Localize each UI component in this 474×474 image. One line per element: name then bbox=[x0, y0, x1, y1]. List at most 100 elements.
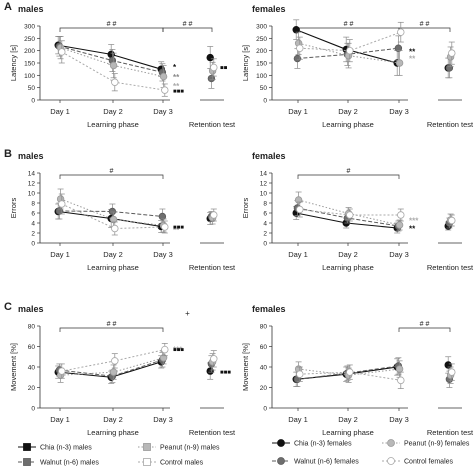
data-point-peanut bbox=[109, 215, 118, 224]
legend-label: Walnut (n-6) males bbox=[40, 460, 99, 467]
x-axis-label: Learning phase bbox=[322, 428, 374, 437]
y-tick-label: 250 bbox=[24, 36, 35, 43]
retention-point-control bbox=[448, 216, 456, 225]
series-line-control bbox=[299, 209, 401, 216]
data-point-control bbox=[346, 368, 354, 376]
x-tick-label-retention: Retention test bbox=[189, 120, 236, 129]
data-point-walnut bbox=[394, 44, 403, 52]
x-axis-label: Learning phase bbox=[322, 120, 374, 129]
marker-squares: ■■■ bbox=[173, 225, 184, 231]
y-tick-label: 0 bbox=[31, 241, 35, 248]
legend-label: Control males bbox=[160, 460, 204, 467]
x-tick-label: Day 2 bbox=[103, 107, 123, 116]
legend: Chia (n-3) males Peanut (n-9) males Walnut… bbox=[18, 439, 470, 467]
retention-point-control bbox=[210, 355, 218, 363]
y-tick-label: 40 bbox=[28, 365, 36, 372]
legend-marker-peanut bbox=[143, 443, 151, 451]
panel-letter: B bbox=[4, 148, 12, 160]
y-tick-label: 50 bbox=[260, 85, 268, 92]
marker-squares: ■■■ bbox=[173, 89, 184, 95]
data-point-chia bbox=[292, 26, 300, 34]
x-tick-label: Day 3 bbox=[389, 250, 409, 259]
x-tick-label: Day 1 bbox=[50, 107, 70, 116]
significance-label: # # bbox=[420, 21, 430, 28]
retention-point-walnut bbox=[207, 74, 216, 83]
y-axis-label: Movement [%] bbox=[241, 343, 250, 391]
data-point-walnut bbox=[108, 207, 117, 216]
y-tick-label: 80 bbox=[28, 324, 36, 331]
y-tick-label: 14 bbox=[260, 171, 268, 178]
y-tick-label: 8 bbox=[263, 201, 267, 208]
y-axis-label: Errors bbox=[241, 198, 250, 219]
marker-squares-retention: ■■■ bbox=[220, 370, 231, 376]
y-tick-label: 300 bbox=[256, 24, 267, 31]
panel-letter: C bbox=[4, 301, 12, 313]
y-tick-label: 250 bbox=[256, 36, 267, 43]
significance-bracket bbox=[398, 327, 451, 332]
x-axis-label: Learning phase bbox=[87, 263, 139, 272]
data-point-control bbox=[161, 86, 169, 94]
data-point-control bbox=[161, 223, 169, 231]
x-tick-label: Day 3 bbox=[153, 415, 173, 424]
data-point-control bbox=[397, 28, 405, 36]
legend-label: Walnut (n-6) females bbox=[294, 459, 359, 466]
x-tick-label-retention: Retention test bbox=[427, 120, 474, 129]
series-line-control bbox=[299, 371, 401, 381]
retention-point-control bbox=[210, 211, 218, 219]
significance-label: # bbox=[347, 168, 351, 175]
y-tick-label: 100 bbox=[24, 73, 35, 80]
x-tick-label: Day 2 bbox=[338, 107, 358, 116]
y-axis-label: Movement [%] bbox=[9, 343, 18, 391]
series-line-walnut bbox=[59, 210, 163, 217]
y-tick-label: 10 bbox=[28, 191, 36, 198]
data-point-peanut bbox=[395, 365, 404, 373]
data-point-control bbox=[58, 200, 66, 208]
significance-label: # bbox=[110, 168, 114, 175]
series-line-control bbox=[299, 31, 401, 52]
y-tick-label: 4 bbox=[263, 221, 267, 228]
legend-marker-chia bbox=[23, 443, 31, 451]
y-tick-label: 8 bbox=[31, 201, 35, 208]
x-tick-label: Day 3 bbox=[389, 107, 409, 116]
panel-title: males bbox=[18, 151, 44, 161]
x-tick-label-retention: Retention test bbox=[189, 263, 236, 272]
x-tick-label: Day 2 bbox=[338, 250, 358, 259]
significance-stars: *** bbox=[173, 345, 183, 354]
y-tick-label: 0 bbox=[263, 98, 267, 105]
x-tick-label: Day 3 bbox=[153, 250, 173, 259]
y-tick-label: 0 bbox=[263, 406, 267, 413]
y-tick-label: 14 bbox=[28, 171, 36, 178]
data-point-control bbox=[397, 211, 405, 219]
y-tick-label: 150 bbox=[256, 61, 267, 68]
data-point-control bbox=[397, 376, 405, 385]
x-tick-label: Day 2 bbox=[103, 250, 123, 259]
x-tick-label: Day 3 bbox=[389, 415, 409, 424]
significance-label: # # bbox=[183, 21, 193, 28]
significance-bracket bbox=[398, 27, 451, 32]
significance-stars: *** bbox=[409, 217, 419, 226]
x-tick-label: Day 1 bbox=[288, 250, 308, 259]
significance-stars: * bbox=[173, 63, 177, 72]
data-point-walnut bbox=[293, 54, 302, 63]
data-point-peanut bbox=[159, 354, 168, 362]
y-tick-label: 0 bbox=[31, 406, 35, 413]
y-tick-label: 6 bbox=[31, 211, 35, 218]
retention-point-chia bbox=[206, 367, 214, 375]
data-point-peanut bbox=[395, 221, 404, 229]
y-tick-label: 100 bbox=[256, 73, 267, 80]
data-point-peanut bbox=[109, 368, 118, 376]
significance-label: # # bbox=[420, 321, 430, 328]
panel-title: males bbox=[18, 4, 44, 14]
x-tick-label: Day 2 bbox=[338, 415, 358, 424]
significance-stars: ** bbox=[409, 48, 416, 57]
legend-marker-walnut bbox=[277, 457, 285, 465]
x-tick-label-retention: Retention test bbox=[189, 428, 236, 437]
significance-stars: ** bbox=[409, 55, 416, 64]
data-point-control bbox=[346, 211, 354, 219]
x-tick-label: Day 3 bbox=[153, 107, 173, 116]
y-axis-label: Latency [s] bbox=[241, 45, 250, 81]
legend-marker-control bbox=[387, 457, 395, 465]
